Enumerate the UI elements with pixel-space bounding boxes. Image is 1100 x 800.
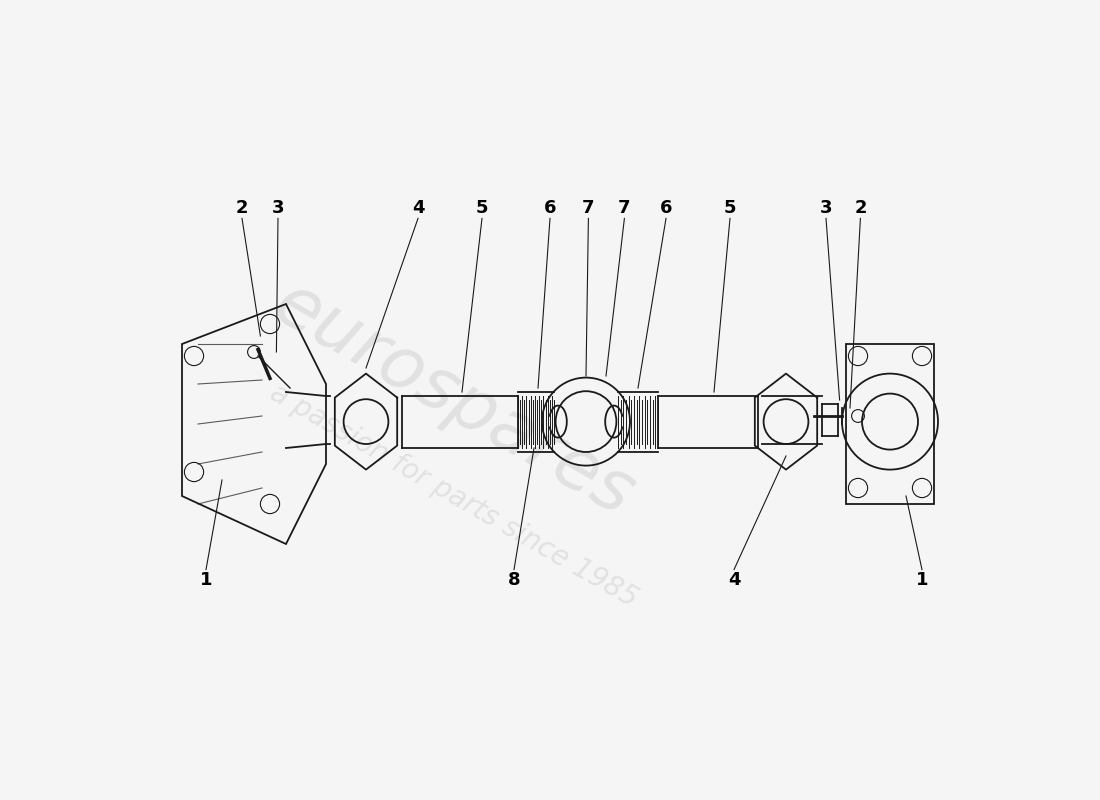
Text: 7: 7 (618, 199, 630, 217)
Text: 2: 2 (854, 199, 867, 217)
Text: 6: 6 (660, 199, 672, 217)
Text: eurospares: eurospares (262, 269, 646, 531)
Text: a passion for parts since 1985: a passion for parts since 1985 (265, 379, 642, 613)
Text: 3: 3 (272, 199, 284, 217)
Text: 4: 4 (411, 199, 425, 217)
Text: 4: 4 (728, 571, 740, 589)
Text: 7: 7 (582, 199, 595, 217)
Text: 1: 1 (915, 571, 928, 589)
Text: 8: 8 (508, 571, 520, 589)
Text: 6: 6 (543, 199, 557, 217)
Text: 5: 5 (475, 199, 488, 217)
Text: 3: 3 (820, 199, 833, 217)
Text: 2: 2 (235, 199, 249, 217)
Text: 1: 1 (200, 571, 212, 589)
Text: 5: 5 (724, 199, 736, 217)
